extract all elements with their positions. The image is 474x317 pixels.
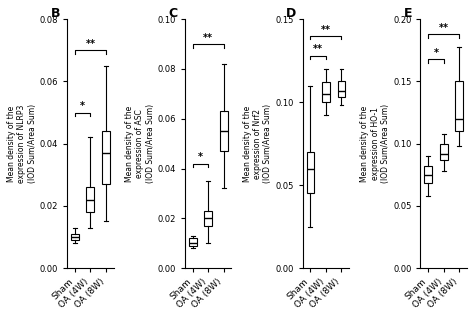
Text: **: **: [203, 33, 213, 43]
PathPatch shape: [337, 81, 346, 97]
Text: B: B: [51, 7, 60, 20]
PathPatch shape: [424, 166, 432, 184]
PathPatch shape: [204, 211, 212, 226]
Text: D: D: [286, 7, 297, 20]
PathPatch shape: [102, 131, 110, 184]
Text: **: **: [321, 24, 331, 35]
PathPatch shape: [456, 81, 463, 131]
Text: *: *: [434, 48, 438, 58]
Y-axis label: Mean density of the
expression of NLRP3
(IOD Sum/Area Sum): Mean density of the expression of NLRP3 …: [7, 104, 37, 183]
PathPatch shape: [71, 234, 79, 240]
Y-axis label: Mean density of the
expression of HO-1
(IOD Sum/Area Sum): Mean density of the expression of HO-1 (…: [361, 104, 390, 183]
PathPatch shape: [86, 187, 94, 212]
PathPatch shape: [322, 82, 330, 102]
Text: E: E: [404, 7, 413, 20]
Y-axis label: Mean density of the
expression of Nrf2
(IOD Sum/Area Sum): Mean density of the expression of Nrf2 (…: [243, 104, 273, 183]
PathPatch shape: [307, 152, 314, 193]
Text: **: **: [313, 44, 323, 55]
Y-axis label: Mean density of the
expression of ASC
(IOD Sum/Area Sum): Mean density of the expression of ASC (I…: [125, 104, 155, 183]
Text: C: C: [169, 7, 178, 20]
Text: *: *: [198, 152, 203, 162]
Text: **: **: [85, 39, 95, 49]
PathPatch shape: [189, 238, 197, 246]
Text: *: *: [80, 101, 85, 111]
Text: **: **: [439, 23, 449, 33]
PathPatch shape: [440, 144, 447, 160]
PathPatch shape: [220, 111, 228, 151]
